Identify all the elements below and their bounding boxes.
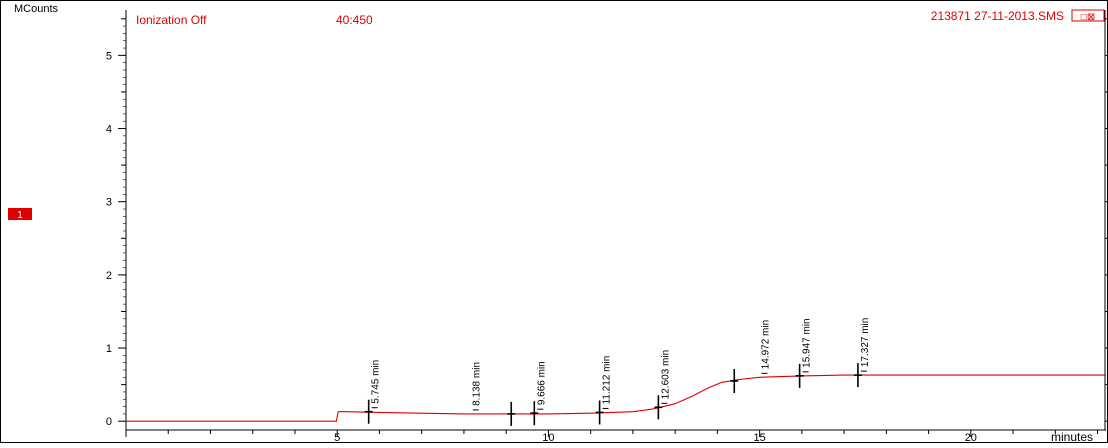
x-tick-label: 5 (334, 432, 340, 443)
mass-range: 40:450 (336, 13, 373, 27)
peak-label: 8.138 min (472, 362, 483, 406)
peak-label: 9.666 min (536, 361, 547, 405)
peak-annotations: 5.745 min 8.138 min 9.666 min 11.212 min 12.… (364, 318, 871, 426)
axes: 0 1 2 3 4 5 5 10 15 20 (106, 10, 1108, 444)
y-tick-label: 5 (106, 50, 112, 62)
y-tick-label: 4 (106, 124, 112, 136)
x-tick-label: 20 (965, 432, 977, 443)
window-icons[interactable]: □⊠ (1071, 9, 1105, 23)
y-tick-label: 3 (106, 197, 112, 209)
x-tick-label: 15 (753, 432, 765, 443)
peak-label: 11.212 min (602, 356, 613, 405)
ionization-status: Ionization Off (136, 13, 207, 27)
y-tick-label: 1 (106, 343, 112, 355)
x-axis-label: minutes (1051, 430, 1093, 443)
peak-label: 17.327 min (860, 318, 871, 367)
y-tick-label: 2 (106, 270, 112, 282)
trace-badge[interactable]: 1 (8, 208, 32, 221)
chromatogram-trace (126, 374, 1106, 422)
peak-label: 12.603 min (660, 350, 671, 399)
peak-label: 5.745 min (371, 360, 382, 404)
y-axis-label: MCounts (14, 3, 59, 15)
peak-label: 15.947 min (802, 318, 813, 367)
file-info: 213871 27-11-2013.SMS (931, 9, 1064, 23)
x-tick-label: 10 (542, 432, 554, 443)
y-tick-label: 0 (106, 416, 112, 428)
trace-layer (126, 374, 1106, 422)
trace-badge-label: 1 (17, 210, 23, 221)
peak-label: 14.972 min (760, 320, 771, 369)
window-icons-glyph: □⊠ (1081, 12, 1095, 23)
